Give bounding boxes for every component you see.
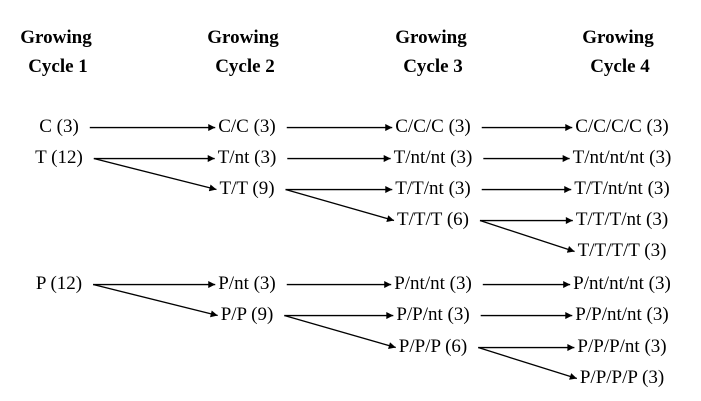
node-p-p-p: P/P/P (6) [399, 336, 467, 357]
header-cycle-2-line2: Cycle 2 [215, 56, 275, 77]
arrows [89, 124, 578, 380]
column-headers: Growing Cycle 1 Growing Cycle 2 Growing … [20, 27, 654, 77]
header-cycle-4-line2: Cycle 4 [590, 56, 650, 77]
node-t: T (12) [35, 147, 83, 168]
node-p-p-p-nt: P/P/P/nt (3) [577, 336, 666, 357]
arrow-c3_ttt-to-c4_tttt [479, 219, 575, 253]
node-c-c-c: C/C/C (3) [395, 116, 470, 137]
cycle-1-nodes: C (3) T (12) P (12) [35, 116, 83, 294]
node-p-p-nt: P/P/nt (3) [396, 304, 469, 325]
node-p-nt-nt-nt: P/nt/nt/nt (3) [573, 273, 671, 294]
node-c: C (3) [39, 116, 79, 137]
header-cycle-1-line1: Growing [20, 27, 92, 48]
node-c-c-c-c: C/C/C/C (3) [575, 116, 668, 137]
header-cycle-4-line1: Growing [582, 27, 654, 48]
cycle-4-nodes: C/C/C/C (3) T/nt/nt/nt (3) T/T/nt/nt (3)… [573, 116, 672, 388]
node-t-t-t-nt: T/T/T/nt (3) [576, 209, 668, 230]
arrow-c3_ppp-to-c4_pppp [478, 346, 578, 380]
arrow-c1_t-to-c2_tt [93, 157, 217, 192]
node-p-p: P/P (9) [221, 304, 274, 325]
node-p-p-p-p: P/P/P/P (3) [580, 367, 664, 388]
header-cycle-2-line1: Growing [207, 27, 279, 48]
cycle-2-nodes: C/C (3) T/nt (3) T/T (9) P/nt (3) P/P (9… [218, 116, 277, 325]
header-cycle-1-line2: Cycle 1 [28, 56, 88, 77]
node-p: P (12) [36, 273, 82, 294]
arrow-c2_pp-to-c3_ppp [284, 314, 396, 349]
node-t-nt-nt: T/nt/nt (3) [394, 147, 473, 168]
node-c-c: C/C (3) [218, 116, 276, 137]
node-t-t: T/T (9) [219, 178, 274, 199]
arrow-c2_tt-to-c3_ttt [285, 188, 395, 222]
node-p-nt-nt: P/nt/nt (3) [394, 273, 472, 294]
node-p-nt: P/nt (3) [218, 273, 276, 294]
node-t-nt-nt-nt: T/nt/nt/nt (3) [573, 147, 672, 168]
arrow-c1_p-to-c2_pp [92, 283, 218, 318]
node-t-t-t-t: T/T/T/T (3) [578, 240, 667, 261]
cycle-3-nodes: C/C/C (3) T/nt/nt (3) T/T/nt (3) T/T/T (… [394, 116, 473, 357]
node-t-nt: T/nt (3) [218, 147, 277, 168]
node-t-t-nt: T/T/nt (3) [395, 178, 470, 199]
header-cycle-3-line1: Growing [395, 27, 467, 48]
header-cycle-3-line2: Cycle 3 [403, 56, 463, 77]
node-t-t-t: T/T/T (6) [397, 209, 469, 230]
node-p-p-nt-nt: P/P/nt/nt (3) [575, 304, 668, 325]
node-t-t-nt-nt: T/T/nt/nt (3) [574, 178, 670, 199]
